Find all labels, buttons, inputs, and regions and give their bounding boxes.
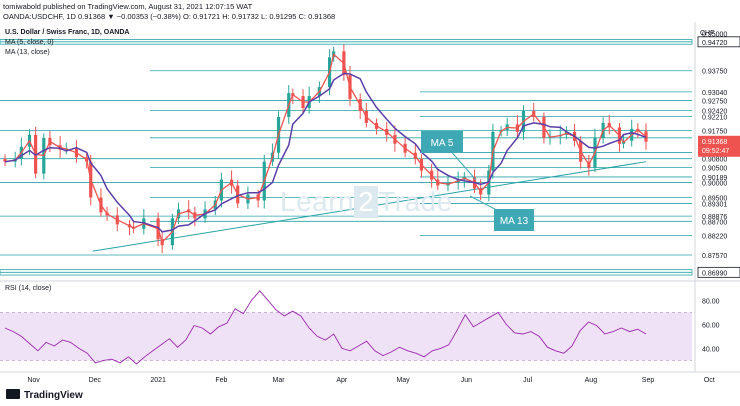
ma5-callout-box [421, 131, 463, 153]
price-tick-label: 0.91750 [702, 128, 727, 135]
rsi-tick-label: 80.00 [702, 298, 720, 305]
candle-body [3, 158, 7, 162]
time-tick-label: Nov [27, 377, 40, 384]
currency-label: CHF [700, 30, 714, 37]
ma5-line [4, 53, 647, 244]
support-zone [0, 269, 693, 276]
price-tick-label: 0.90500 [702, 166, 727, 173]
ma13-callout-label: MA 13 [500, 216, 529, 227]
time-tick-label: Apr [336, 377, 348, 384]
price-tick-label: 0.95000 [702, 31, 727, 38]
ma13-callout-box [494, 209, 534, 231]
boxed-price-tag [697, 36, 740, 48]
price-tick-label: 0.94720 [702, 40, 727, 47]
ma13-callout: MA 13 [469, 195, 534, 231]
time-tick-label: Feb [215, 377, 227, 384]
learn2trade-watermark: Learn 2 Trade [280, 186, 453, 218]
rsi-tick-label: 40.00 [702, 346, 720, 353]
last-price-tag [698, 135, 740, 157]
legend-rsi[interactable]: RSI (14, close) [5, 285, 52, 292]
tradingview-logo[interactable]: TradingView [6, 389, 83, 401]
resistance-zone [0, 39, 693, 45]
ma5-callout-label: MA 5 [431, 138, 454, 149]
time-tick-label: Jun [461, 377, 472, 384]
legend-ma5[interactable]: MA (5, close, 0) [5, 39, 54, 46]
price-tick-label: 0.92750 [702, 99, 727, 106]
time-tick-label: Mar [273, 377, 286, 384]
boxed-price-tag [697, 266, 740, 278]
legend-ma13[interactable]: MA (13, close) [5, 49, 50, 56]
price-tick-label: 0.90000 [702, 181, 727, 188]
price-tick-label: 0.93750 [702, 69, 727, 76]
price-tick-label: 0.88700 [702, 219, 727, 226]
price-tick-label: 0.89500 [702, 195, 727, 202]
price-tick-label: 0.90189 [702, 175, 727, 182]
symbol-ohlc-line: OANDA:USDCHF, 1D 0.91368 ▼ −0.00353 (−0.… [3, 12, 336, 21]
price-tick-label: 0.92210 [702, 115, 727, 122]
last-price-label: 0.91368 [702, 139, 727, 146]
price-tick-label: 0.92420 [702, 108, 727, 115]
time-tick-label: May [396, 377, 410, 384]
price-tick-label: 0.87570 [702, 253, 727, 260]
publisher-line: tomiwabold published on TradingView.com,… [3, 2, 253, 11]
price-tick-label: 0.86990 [702, 270, 727, 277]
price-tick-label: 0.90800 [702, 157, 727, 164]
time-tick-label: Oct [704, 377, 715, 384]
price-tick-label: 0.93040 [702, 90, 727, 97]
time-tick-label: Dec [89, 377, 102, 384]
time-tick-label: Sep [642, 377, 655, 384]
rsi-band [0, 312, 692, 361]
rsi-tick-label: 60.00 [702, 322, 720, 329]
time-tick-label: 2021 [150, 377, 166, 384]
time-tick-label: Aug [585, 377, 598, 384]
price-tick-label: 0.88220 [702, 234, 727, 241]
instrument-title: U.S. Dollar / Swiss Franc, 1D, OANDA [5, 29, 130, 36]
ma13-line [4, 72, 647, 233]
countdown-label: 09:52:47 [702, 148, 729, 155]
time-tick-label: Jul [523, 377, 532, 384]
price-tick-label: 0.89301 [702, 201, 727, 208]
tradingview-mark-icon [6, 389, 20, 399]
rsi-line [4, 290, 647, 365]
price-tick-label: 0.88876 [702, 214, 727, 221]
ma5-callout: MA 5 [421, 131, 477, 181]
